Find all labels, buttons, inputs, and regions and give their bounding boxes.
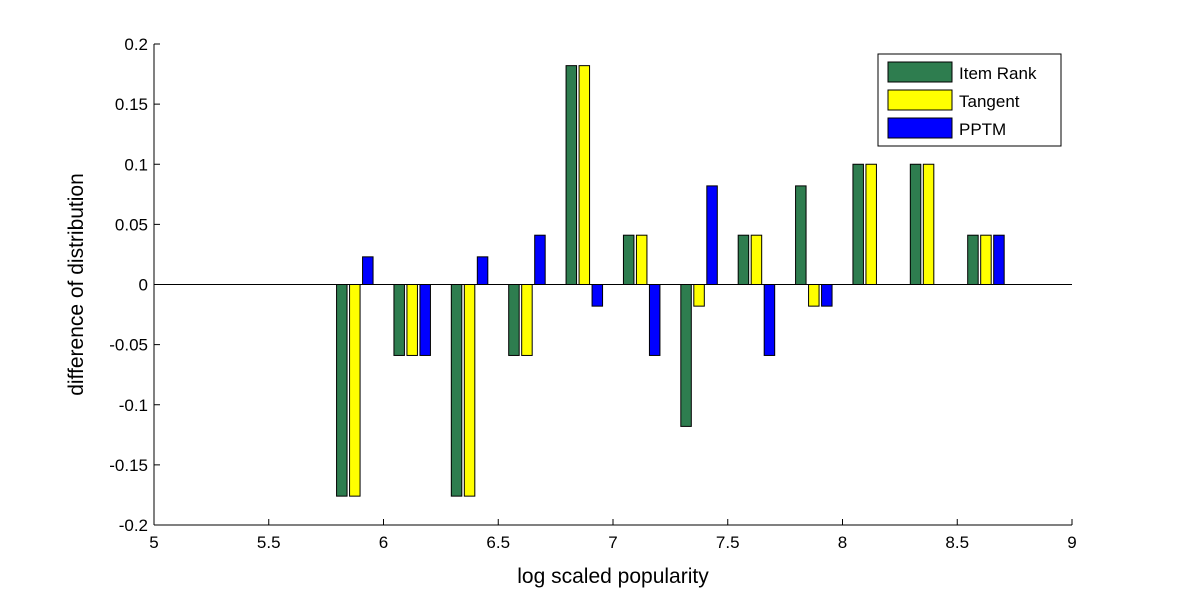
- x-axis-label: log scaled popularity: [517, 565, 709, 588]
- bar-item-rank: [680, 284, 692, 427]
- x-tick-label: 8: [838, 533, 847, 552]
- bar-tangent: [463, 284, 476, 497]
- bar-tangent: [922, 163, 935, 285]
- bar-tangent: [980, 234, 992, 285]
- y-tick-label: 0.2: [124, 35, 148, 54]
- bar-pptm: [534, 234, 546, 285]
- y-tick-label: -0.2: [119, 516, 148, 535]
- bar-pptm: [362, 256, 374, 285]
- bar-tangent: [349, 284, 361, 497]
- bar-item-rank: [622, 234, 635, 285]
- legend-label: Tangent: [959, 92, 1020, 111]
- y-tick-label: 0.1: [124, 155, 148, 174]
- x-tick-label: 7.5: [716, 533, 740, 552]
- bar-pptm: [476, 256, 489, 285]
- x-tick-label: 5: [149, 533, 158, 552]
- bar-pptm: [993, 234, 1005, 285]
- y-tick-label: -0.1: [119, 396, 148, 415]
- bar-tangent: [865, 163, 877, 285]
- bar-tangent: [578, 65, 591, 285]
- y-tick-label: 0: [139, 276, 148, 295]
- bar-tangent: [406, 284, 418, 356]
- bar-pptm: [419, 284, 431, 356]
- bar-tangent: [521, 284, 533, 356]
- x-tick-label: 6.5: [486, 533, 510, 552]
- legend-swatch: [887, 61, 953, 83]
- bar-tangent: [750, 234, 763, 285]
- x-axis-ticks: 5 5.5 6 6.5 7 7.5 8 8.5 9: [149, 519, 1077, 552]
- bar-item-rank: [852, 163, 864, 285]
- y-tick-label: 0.15: [115, 95, 148, 114]
- legend-label: Item Rank: [959, 64, 1037, 83]
- y-axis-ticks: -0.2 -0.15 -0.1 -0.05 0 0.05 0.1 0.15 0.2: [109, 35, 160, 535]
- bar-pptm: [706, 185, 718, 286]
- y-tick-label: -0.05: [109, 336, 148, 355]
- bar-tangent: [808, 284, 820, 307]
- bar-pptm: [648, 284, 661, 356]
- bar-pptm: [763, 284, 776, 356]
- legend-swatch: [887, 117, 953, 139]
- x-tick-label: 6: [379, 533, 388, 552]
- bar-pptm: [821, 284, 833, 307]
- y-tick-label: -0.15: [109, 456, 148, 475]
- bar-item-rank: [737, 234, 750, 285]
- y-axis-label: difference of distribution: [65, 173, 88, 396]
- x-tick-label: 7: [608, 533, 617, 552]
- bar-tangent: [635, 234, 648, 285]
- bar-pptm: [591, 284, 604, 307]
- legend-label: PPTM: [959, 120, 1006, 139]
- x-tick-label: 5.5: [257, 533, 281, 552]
- y-tick-label: 0.05: [115, 215, 148, 234]
- x-tick-label: 9: [1067, 533, 1076, 552]
- bar-tangent: [693, 284, 705, 307]
- bar-series-group: [336, 65, 1005, 497]
- legend-swatch: [887, 89, 953, 111]
- bar-item-rank: [508, 284, 520, 356]
- bar-item-rank: [450, 284, 463, 497]
- bar-item-rank: [336, 284, 348, 497]
- bar-item-rank: [565, 65, 578, 285]
- bar-item-rank: [795, 185, 807, 286]
- x-tick-label: 8.5: [945, 533, 969, 552]
- legend: Item Rank Tangent PPTM: [877, 53, 1062, 147]
- bar-item-rank: [393, 284, 405, 356]
- bar-item-rank: [967, 234, 979, 285]
- bar-item-rank: [909, 163, 922, 285]
